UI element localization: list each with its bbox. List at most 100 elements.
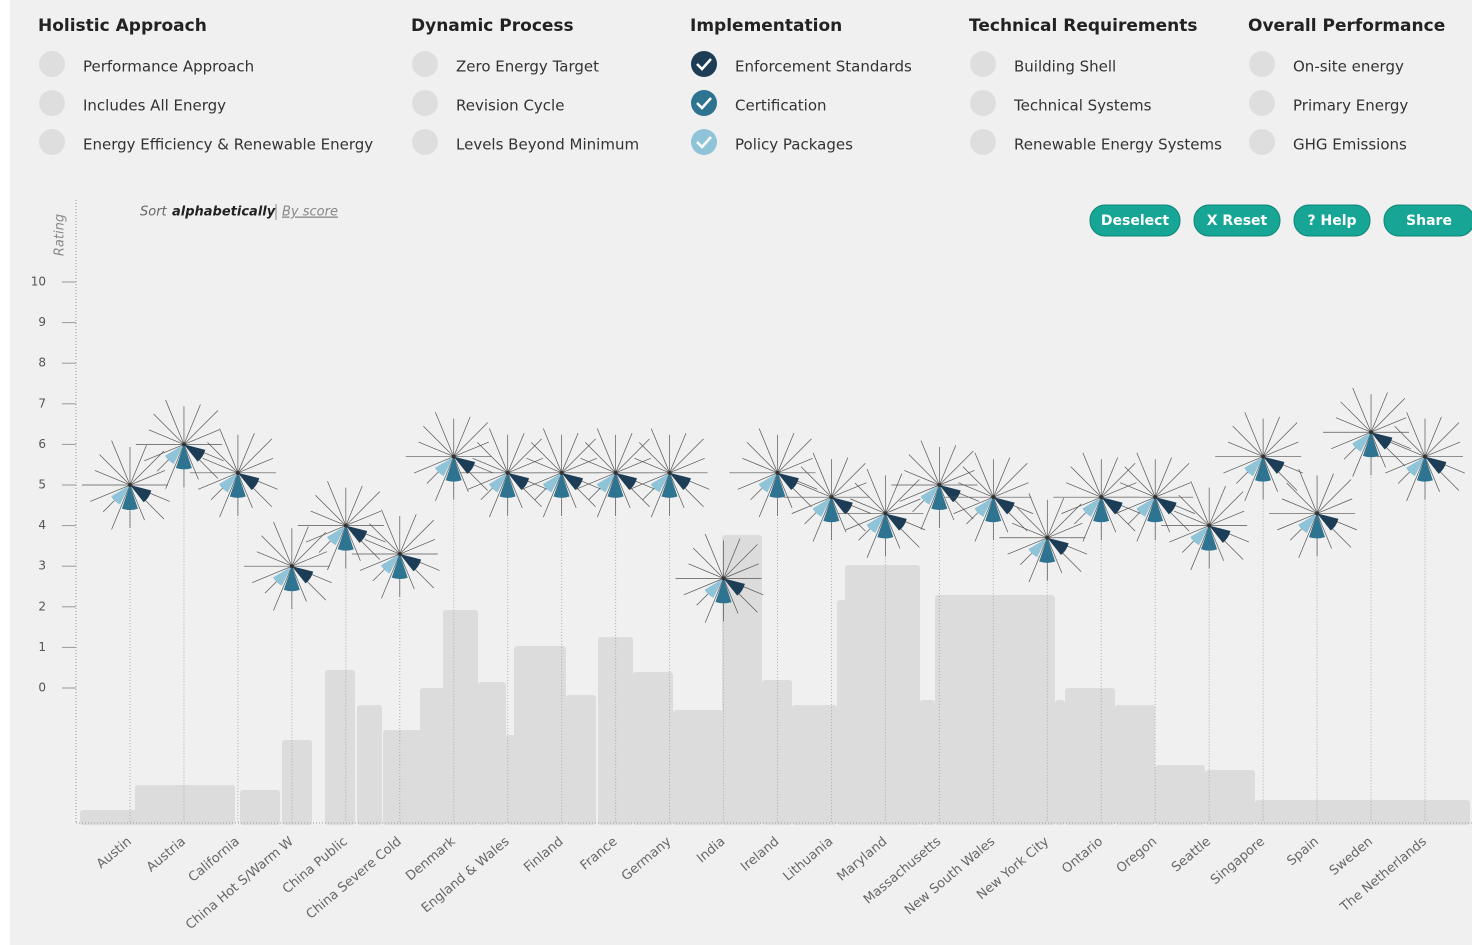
center	[1423, 455, 1427, 459]
building	[357, 705, 382, 825]
center	[1045, 536, 1049, 540]
filter-checkbox[interactable]	[412, 51, 438, 77]
building	[1205, 770, 1255, 825]
building	[1115, 705, 1155, 825]
ui: Rating Sort alphabetically By score Holi…	[0, 0, 1472, 945]
filter-item[interactable]: On-site energy	[1293, 58, 1404, 76]
center	[1153, 495, 1157, 499]
y-tick-label: 0	[38, 681, 46, 695]
filter-group-title: Dynamic Process	[411, 16, 574, 36]
building	[325, 670, 355, 825]
building	[935, 595, 1055, 825]
y-tick-label: 6	[38, 437, 46, 451]
filter-item[interactable]: Primary Energy	[1293, 97, 1408, 115]
center	[829, 495, 833, 499]
filter-item[interactable]: GHG Emissions	[1293, 136, 1407, 154]
filter-item[interactable]: Technical Systems	[1013, 97, 1152, 115]
y-tick-label: 8	[38, 356, 46, 370]
building	[240, 790, 280, 825]
center	[614, 471, 618, 475]
building	[566, 695, 596, 825]
center	[776, 471, 780, 475]
filter-item[interactable]: Energy Efficiency & Renewable Energy	[83, 136, 373, 154]
filter-item[interactable]: Zero Energy Target	[456, 58, 599, 76]
button-label[interactable]: Share	[1406, 213, 1452, 229]
center	[290, 564, 294, 568]
center	[1099, 495, 1103, 499]
filter-item[interactable]: Levels Beyond Minimum	[456, 136, 639, 154]
filter-checkbox[interactable]	[970, 90, 996, 116]
y-tick-label: 4	[38, 518, 46, 532]
sort-label: Sort	[140, 205, 168, 220]
center	[883, 511, 887, 515]
filter-checkbox[interactable]	[39, 129, 65, 155]
y-tick-label: 10	[31, 275, 46, 289]
center	[344, 524, 348, 528]
filter-item[interactable]: Certification	[735, 97, 827, 115]
filter-checkbox[interactable]	[39, 51, 65, 77]
filter-item[interactable]: Includes All Energy	[83, 97, 226, 115]
building	[478, 682, 506, 825]
building	[1065, 688, 1115, 825]
y-tick-label: 9	[38, 315, 46, 329]
filter-item[interactable]: Enforcement Standards	[735, 58, 912, 76]
building	[673, 710, 723, 825]
filter-checkbox[interactable]	[39, 90, 65, 116]
filter-checkbox[interactable]	[412, 90, 438, 116]
building	[845, 565, 920, 825]
filter-checkbox[interactable]	[412, 129, 438, 155]
filter-item[interactable]: Renewable Energy Systems	[1014, 136, 1222, 154]
filter-checkbox[interactable]	[691, 90, 717, 116]
filter-checkbox[interactable]	[691, 51, 717, 77]
building	[1255, 800, 1470, 825]
filter-checkbox[interactable]	[1249, 51, 1275, 77]
sort-option[interactable]: alphabetically	[172, 205, 276, 220]
y-tick-label: 2	[38, 599, 46, 613]
y-tick-label: 3	[38, 559, 46, 573]
filter-item[interactable]: Building Shell	[1014, 58, 1116, 76]
y-axis-label: Rating	[53, 214, 68, 256]
filter-group-title: Holistic Approach	[38, 16, 207, 36]
button-label[interactable]: ? Help	[1307, 213, 1356, 229]
center	[560, 471, 564, 475]
y-tick-label: 5	[38, 478, 46, 492]
filter-group-title: Implementation	[690, 16, 842, 36]
center	[991, 495, 995, 499]
center	[398, 552, 402, 556]
center	[1369, 430, 1373, 434]
building	[792, 705, 837, 825]
filter-checkbox[interactable]	[691, 129, 717, 155]
building	[1155, 765, 1205, 825]
building	[514, 646, 566, 825]
center	[452, 455, 456, 459]
filter-item[interactable]: Revision Cycle	[456, 97, 564, 115]
center	[1315, 511, 1319, 515]
filter-item[interactable]: Policy Packages	[735, 136, 853, 154]
filter-group-title: Technical Requirements	[969, 16, 1198, 36]
filter-group-title: Overall Performance	[1248, 16, 1445, 36]
y-tick-label: 1	[38, 640, 46, 654]
button-label[interactable]: X Reset	[1207, 213, 1268, 229]
center	[128, 483, 132, 487]
center	[1207, 524, 1211, 528]
building	[383, 730, 423, 825]
center	[937, 483, 941, 487]
button-label[interactable]: Deselect	[1101, 213, 1170, 229]
building	[282, 740, 312, 825]
building	[920, 700, 935, 825]
filter-item[interactable]: Performance Approach	[83, 58, 254, 76]
building	[633, 672, 673, 825]
center	[722, 576, 726, 580]
center	[1261, 455, 1265, 459]
filter-checkbox[interactable]	[1249, 129, 1275, 155]
center	[182, 442, 186, 446]
sort-option[interactable]: By score	[282, 205, 338, 220]
filter-checkbox[interactable]	[970, 51, 996, 77]
center	[506, 471, 510, 475]
filter-checkbox[interactable]	[970, 129, 996, 155]
filter-checkbox[interactable]	[1249, 90, 1275, 116]
page: {"filters": [ {"title": "Holistic Approa…	[0, 0, 1472, 945]
center	[236, 471, 240, 475]
building	[443, 610, 478, 825]
building	[135, 785, 235, 825]
